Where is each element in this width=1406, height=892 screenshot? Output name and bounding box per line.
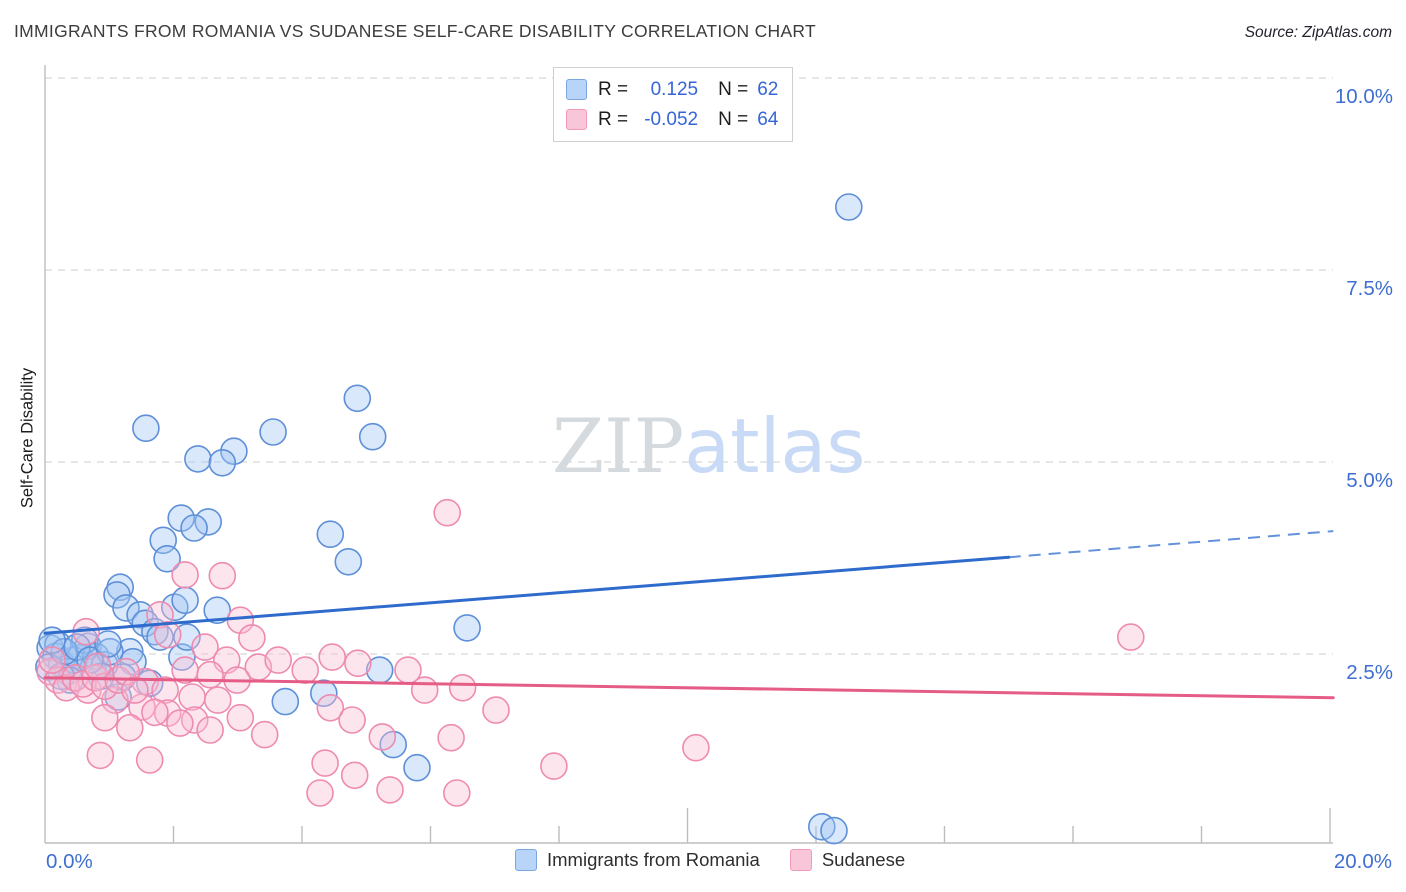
- sudanese-point[interactable]: [238, 624, 266, 652]
- sudanese-swatch: [566, 109, 587, 130]
- n-value: 64: [757, 108, 779, 130]
- sudanese-point[interactable]: [264, 646, 293, 674]
- sudanese-point[interactable]: [101, 686, 129, 714]
- legend-row-sudanese: R = -0.052 N = 64: [566, 107, 778, 132]
- y-tick-label-5: 5.0%: [1346, 469, 1393, 492]
- sudanese-point[interactable]: [482, 696, 510, 724]
- sudanese-point[interactable]: [250, 720, 279, 749]
- romania-point[interactable]: [358, 422, 387, 451]
- n-label: N =: [718, 78, 749, 100]
- sudanese-point[interactable]: [291, 656, 320, 684]
- sudanese-point[interactable]: [116, 713, 144, 742]
- sudanese-point[interactable]: [376, 776, 404, 804]
- y-axis-title: Self-Care Disability: [18, 367, 37, 509]
- r-label: R =: [598, 108, 629, 130]
- sudanese-point[interactable]: [306, 779, 334, 807]
- r-value: 0.125: [650, 78, 699, 100]
- sudanese-point[interactable]: [318, 643, 347, 671]
- romania-point[interactable]: [203, 596, 231, 625]
- romania-point[interactable]: [119, 647, 147, 676]
- romania-trend-line-extension: [1008, 530, 1334, 559]
- romania-point[interactable]: [184, 445, 212, 473]
- sudanese-point[interactable]: [410, 676, 439, 704]
- sudanese-trend-line: [43, 676, 1335, 700]
- sudanese-point[interactable]: [83, 652, 112, 681]
- romania-legend-swatch: [515, 849, 537, 871]
- sudanese-point[interactable]: [135, 746, 164, 774]
- romania-point[interactable]: [334, 547, 363, 576]
- sudanese-point[interactable]: [121, 676, 149, 704]
- romania-point[interactable]: [180, 514, 208, 542]
- romania-point[interactable]: [316, 520, 345, 549]
- romania-point[interactable]: [208, 448, 237, 477]
- romania-swatch: [566, 79, 587, 100]
- sudanese-point[interactable]: [338, 706, 366, 734]
- romania-point[interactable]: [834, 193, 863, 221]
- romania-point[interactable]: [271, 687, 300, 716]
- sudanese-point[interactable]: [316, 693, 345, 722]
- romania-point[interactable]: [453, 614, 481, 642]
- chart-title: IMMIGRANTS FROM ROMANIA VS SUDANESE SELF…: [14, 21, 817, 41]
- sudanese-point[interactable]: [191, 633, 219, 661]
- sudanese-point[interactable]: [311, 749, 339, 777]
- series-legend: Immigrants from Romania Sudanese: [515, 849, 935, 871]
- sudanese-point[interactable]: [442, 779, 471, 807]
- sudanese-point[interactable]: [1117, 623, 1145, 651]
- romania-point[interactable]: [403, 753, 431, 782]
- sudanese-point[interactable]: [91, 703, 119, 732]
- sudanese-point[interactable]: [437, 723, 465, 752]
- sudanese-point[interactable]: [171, 561, 199, 589]
- n-label: N =: [718, 108, 749, 130]
- sudanese-point[interactable]: [166, 709, 194, 737]
- romania-point[interactable]: [153, 544, 181, 573]
- sudanese-point[interactable]: [208, 561, 237, 590]
- sudanese-point[interactable]: [86, 741, 115, 770]
- sudanese-legend-swatch: [789, 849, 812, 871]
- sudanese-point[interactable]: [151, 676, 179, 704]
- romania-point[interactable]: [171, 586, 199, 615]
- legend-row-romania: R = 0.125 N = 62: [566, 77, 778, 102]
- sudanese-legend-label: Sudanese: [821, 849, 906, 870]
- n-value: 62: [757, 78, 779, 100]
- romania-point[interactable]: [820, 816, 848, 845]
- sudanese-point[interactable]: [196, 660, 224, 689]
- y-tick-label-10: 10.0%: [1334, 85, 1393, 108]
- sudanese-point[interactable]: [226, 703, 255, 732]
- y-tick-label-7.5: 7.5%: [1346, 277, 1393, 300]
- r-value: -0.052: [644, 108, 699, 130]
- sudanese-point[interactable]: [141, 698, 169, 727]
- romania-point[interactable]: [194, 508, 222, 536]
- sudanese-point[interactable]: [368, 723, 397, 751]
- romania-point[interactable]: [309, 679, 338, 708]
- sudanese-point[interactable]: [153, 620, 182, 649]
- x-tick-label-max: 20.0%: [1333, 850, 1392, 873]
- x-tick-label-min: 0.0%: [46, 850, 93, 873]
- r-label: R =: [598, 78, 629, 100]
- sudanese-point[interactable]: [204, 686, 232, 714]
- romania-trend-line: [43, 555, 1011, 635]
- sudanese-point[interactable]: [682, 733, 710, 762]
- y-tick-label-2.5: 2.5%: [1346, 661, 1393, 684]
- sudanese-point[interactable]: [178, 683, 206, 711]
- sudanese-point[interactable]: [433, 498, 462, 527]
- sudanese-point[interactable]: [340, 761, 369, 790]
- correlation-legend-box: R = 0.125 N = 62 R = -0.052 N = 64: [553, 67, 794, 142]
- source-attribution: Source: ZipAtlas.com: [1244, 24, 1392, 41]
- romania-point[interactable]: [132, 414, 160, 443]
- romania-point[interactable]: [259, 418, 287, 446]
- romania-point[interactable]: [112, 594, 140, 622]
- romania-point[interactable]: [220, 437, 248, 466]
- sudanese-point[interactable]: [448, 673, 477, 702]
- sudanese-point[interactable]: [38, 646, 66, 674]
- sudanese-point[interactable]: [344, 649, 372, 678]
- romania-point[interactable]: [343, 384, 372, 413]
- romania-legend-label: Immigrants from Romania: [547, 849, 760, 870]
- sudanese-point[interactable]: [196, 716, 224, 744]
- romania-point[interactable]: [94, 630, 122, 658]
- sudanese-point[interactable]: [540, 752, 568, 780]
